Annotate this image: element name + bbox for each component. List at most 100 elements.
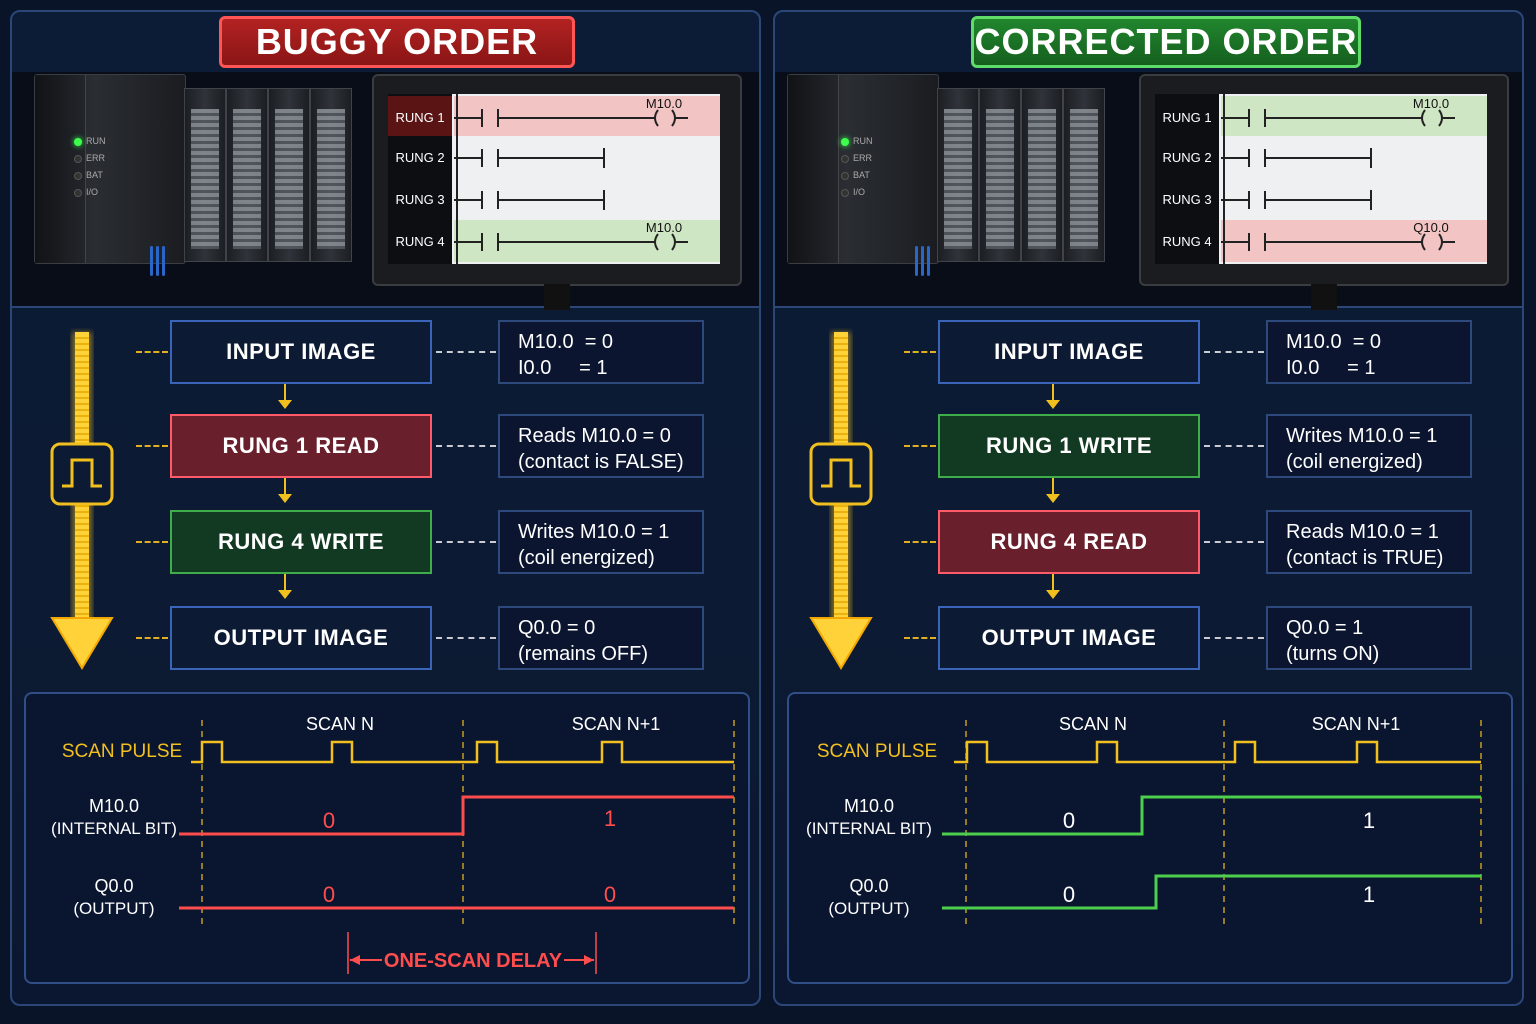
connector-dash [136,445,168,447]
note-line: (coil energized) [518,547,655,569]
delay-arrow-head-icon [584,955,594,965]
note-line: (coil energized) [1286,451,1423,473]
plc-rack: RUN ERR BAT I/O [787,74,1117,276]
signal-name: Q0.0 [849,876,888,896]
arrow-line [284,384,286,402]
ladder-rung: RUNG 2 [1155,136,1487,178]
io-module [268,88,310,262]
connector-dash [136,637,168,639]
note-line: Q0.0 = 0 [518,617,596,639]
hmi-screen: RUNG 1 M10.0 RUNG 2 RUNG 3 RUNG 4 Q10.0 [1139,74,1509,310]
one-scan-delay-label: ONE-SCAN DELAY [384,950,563,972]
arrow-line [1052,478,1054,496]
rung-ladder-graphic [1221,148,1372,168]
scan-step-note: Writes M10.0 = 1 (coil energized) [498,510,704,574]
io-module [184,88,226,262]
q0-value-label: 1 [1363,882,1375,907]
connector-dash [136,541,168,543]
m10-value-label: 1 [1363,808,1375,833]
scan-step-box: RUNG 4 WRITE [170,510,432,574]
arrow-head [1046,590,1060,599]
power-rail [1223,94,1225,264]
panel-title: BUGGY ORDER [219,16,575,68]
q0-value-label: 0 [1063,882,1075,907]
rung-area: Q10.0 [1221,220,1487,262]
arrow-head [1046,494,1060,503]
ladder-rung: RUNG 1 M10.0 [388,96,720,138]
led-label: ERR [853,153,873,163]
note-line: Writes M10.0 = 1 [1286,425,1438,447]
connector-dash [904,541,936,543]
rung-label: RUNG 2 [388,136,452,178]
timing-waveforms: 0 1 0 1 SCAN N SCAN N+1 SCAN PULSE M10.0 (INTERN… [806,714,1482,926]
plc-cpu [787,74,939,264]
connector-dash [1204,637,1264,639]
note-line: (contact is FALSE) [518,451,684,473]
scan-step-box: INPUT IMAGE [938,320,1200,384]
signal-subtitle: (INTERNAL BIT) [51,819,177,838]
m10-value-label: 0 [323,808,335,833]
arrow-line [1052,574,1054,592]
ladder-rung: RUNG 4 Q10.0 [1155,220,1487,262]
q0-value-label: 0 [604,882,616,907]
coil-address-label: M10.0 [646,220,682,235]
m10-value-label: 1 [604,806,616,831]
ladder-display: RUNG 1 M10.0 RUNG 2 RUNG 3 RUNG 4 Q10.0 [1155,94,1487,264]
hmi-screen: RUNG 1 M10.0 RUNG 2 RUNG 3 RUNG 4 M10.0 [372,74,742,310]
note-line: Q0.0 = 1 [1286,617,1364,639]
note-line: Reads M10.0 = 0 [518,425,671,447]
rung-area: M10.0 [454,220,720,262]
scan-step-box: OUTPUT IMAGE [170,606,432,670]
rung-ladder-graphic [454,148,605,168]
bat-led-icon [74,172,82,180]
io-led-icon [841,189,849,197]
note-line: (turns ON) [1286,643,1380,665]
scan-step-note: M10.0 = 0 I0.0 = 1 [1266,320,1472,384]
connector-dash [436,637,496,639]
m10-waveform [942,795,1481,836]
delay-arrow-head-icon [350,955,360,965]
ladder-rung: RUNG 3 [388,178,720,220]
scan-pulse-label: SCAN PULSE [817,741,937,762]
bat-led-icon [841,172,849,180]
rung-label: RUNG 3 [388,178,452,220]
note-line: Reads M10.0 = 1 [1286,521,1439,543]
led-label: ERR [86,153,106,163]
rung-ladder-graphic: Q10.0 [1221,220,1455,251]
arrow-head [278,494,292,503]
io-module [1063,88,1105,262]
ladder-rung: RUNG 4 M10.0 [388,220,720,262]
ladder-rung: RUNG 2 [388,136,720,178]
q0-value-label: 0 [323,882,335,907]
coil-address-label: Q10.0 [1413,220,1448,235]
coil-address-label: M10.0 [1413,96,1449,111]
connector-dash [436,351,496,353]
connector-dash [136,351,168,353]
scan-step-box: INPUT IMAGE [170,320,432,384]
note-line: (contact is TRUE) [1286,547,1444,569]
scan-step-box: RUNG 4 READ [938,510,1200,574]
rung-label: RUNG 1 [388,96,452,138]
signal-subtitle: (OUTPUT) [73,899,154,918]
note-line: I0.0 = 1 [518,357,608,379]
scan-n1-label: SCAN N+1 [572,714,661,734]
ladder-rung: RUNG 1 M10.0 [1155,96,1487,138]
led-label: I/O [86,187,99,197]
err-led-icon [74,155,82,163]
timing-diagram: 0 1 0 0 SCAN N SCAN N+1 SCAN PULSE M10.0 (INTERN… [24,692,750,984]
connector-dash [904,445,936,447]
scan-direction-arrow-icon [809,332,873,670]
io-module [226,88,268,262]
timing-waveforms: 0 1 0 0 SCAN N SCAN N+1 SCAN PULSE M10.0 (INTERN… [51,714,735,974]
scan-step-note: Q0.0 = 1 (turns ON) [1266,606,1472,670]
q0-waveform [942,874,1481,910]
arrow-head [1046,400,1060,409]
scan-step-box: OUTPUT IMAGE [938,606,1200,670]
rung-area [1221,178,1487,220]
scan-n-label: SCAN N [1059,714,1127,734]
io-module [937,88,979,262]
note-line: M10.0 = 0 [1286,331,1382,353]
scan-step-note: Reads M10.0 = 0 (contact is FALSE) [498,414,704,478]
connector-dash [904,351,936,353]
rung-label: RUNG 4 [388,220,452,262]
